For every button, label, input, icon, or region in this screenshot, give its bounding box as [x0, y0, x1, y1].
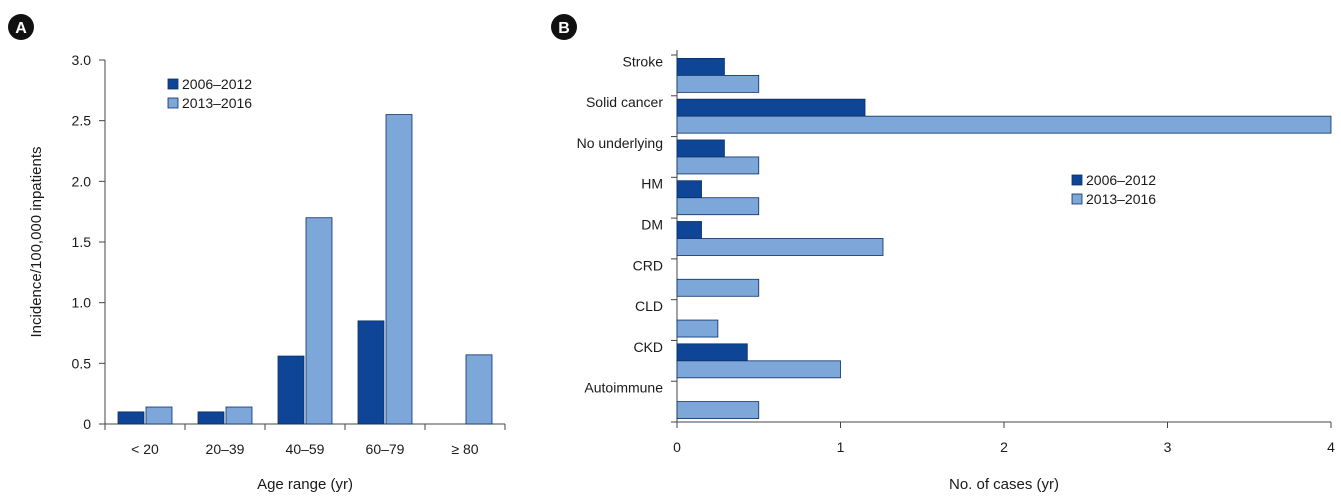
panel-a-bar-series-1 — [277, 355, 305, 425]
panel-b-bar-series-1 — [676, 139, 725, 158]
panel-a-bar-series-2 — [305, 217, 333, 425]
panel-b-bar-series-1 — [676, 57, 725, 76]
panel-b-ytick-label: No underlying — [577, 135, 663, 151]
panel-b-legend-label-2: 2013–2016 — [1086, 191, 1156, 207]
panel-b-bar-series-1 — [676, 343, 748, 362]
panel-a-ytick-label: 3.0 — [72, 52, 92, 68]
panel-a-bar-series-2 — [225, 406, 253, 425]
panel-b-ytick-label: CLD — [635, 298, 663, 314]
panel-a-legend-swatch-1 — [167, 78, 179, 90]
panel-a-bar-series-1 — [117, 411, 145, 425]
panel-a-ytick-label: 1.0 — [72, 295, 92, 311]
panel-a-legend-label-2: 2013–2016 — [182, 95, 252, 111]
panel-b-legend-swatch-2 — [1071, 193, 1083, 205]
panel-a-xtick-label: 60–79 — [366, 441, 405, 457]
panel-b-xtick-label: 4 — [1327, 439, 1335, 455]
panel-b-legend-label-1: 2006–2012 — [1086, 172, 1156, 188]
panel-a-ytick-label: 2.0 — [72, 173, 92, 189]
panel-b-ytick-label: DM — [641, 217, 663, 233]
panel-a-ytick-label: 1.5 — [72, 234, 92, 250]
panel-b-xtick-label: 2 — [1000, 439, 1008, 455]
panel-a-bar-series-2 — [145, 406, 173, 425]
panel-b-bar-series-2 — [676, 74, 760, 93]
panel-a-badge — [8, 14, 34, 40]
panel-a-legend-swatch-2 — [167, 97, 179, 109]
panel-a-xlabel: Age range (yr) — [257, 476, 353, 493]
panel-b-bar-series-2 — [676, 238, 884, 256]
panel-a-ylabel: Incidence/100,000 inpatients — [28, 147, 45, 338]
panel-b-ytick-label: Solid cancer — [586, 94, 663, 110]
panel-a-bar-series-2 — [465, 354, 493, 425]
panel-b-xtick-label: 0 — [673, 439, 681, 455]
panel-b-xtick-label: 3 — [1164, 439, 1172, 455]
panel-b-legend: 2006–2012 2013–2016 — [1071, 172, 1156, 207]
panel-b-ytick-label: Autoimmune — [584, 380, 663, 396]
panel-b-ytick-label: CRD — [633, 257, 663, 273]
panel-b-bar-series-1 — [676, 221, 702, 239]
panel-b-bar-series-2 — [676, 115, 1332, 134]
panel-b-ytick-label: CKD — [633, 339, 663, 355]
panel-a-ytick-label: 2.5 — [72, 113, 92, 129]
panel-b-ytick-label: Stroke — [623, 53, 664, 69]
panel-b-ytick-label: HM — [641, 176, 663, 192]
panel-b-bar-series-2 — [676, 156, 760, 175]
panel-b-label: B — [558, 20, 570, 37]
panel-b-legend-swatch-1 — [1071, 174, 1083, 186]
panel-a-label: A — [15, 20, 27, 37]
panel-a-bar-series-1 — [357, 320, 385, 425]
panel-a-legend: 2006–2012 2013–2016 — [167, 76, 252, 111]
panel-a-xtick-label: 40–59 — [286, 441, 325, 457]
panel-a-ytick-label: 0 — [83, 416, 91, 432]
panel-b-badge — [551, 14, 577, 40]
panel-b-bar-series-2 — [676, 319, 719, 338]
panel-b-bar-series-1 — [676, 180, 702, 199]
panel-a-xtick-label: < 20 — [131, 441, 159, 457]
panel-a-xtick-label: 20–39 — [206, 441, 245, 457]
panel-b-bar-series-2 — [676, 197, 760, 216]
panel-b-bar-series-1 — [676, 98, 866, 117]
panel-b: B Stroke Solid cancer No underlying HM DM CRD… — [551, 14, 1335, 493]
panel-a-bar-series-1 — [197, 411, 225, 425]
panel-a-ytick-label: 0.5 — [72, 355, 92, 371]
panel-b-xtick-label: 1 — [837, 439, 845, 455]
panel-b-bar-series-2 — [676, 360, 841, 379]
panel-a-bar-series-2 — [385, 114, 413, 425]
panel-a-legend-label-1: 2006–2012 — [182, 76, 252, 92]
panel-b-bar-series-2 — [676, 278, 760, 297]
panel-a-xtick-label: ≥ 80 — [451, 441, 478, 457]
panel-a: A 0 0.5 1.0 1.5 2.0 2.5 3.0 < 20 20–39 40–59 60–7… — [8, 14, 506, 493]
panel-b-bar-series-2 — [676, 401, 760, 420]
panel-b-xlabel: No. of cases (yr) — [949, 476, 1059, 493]
